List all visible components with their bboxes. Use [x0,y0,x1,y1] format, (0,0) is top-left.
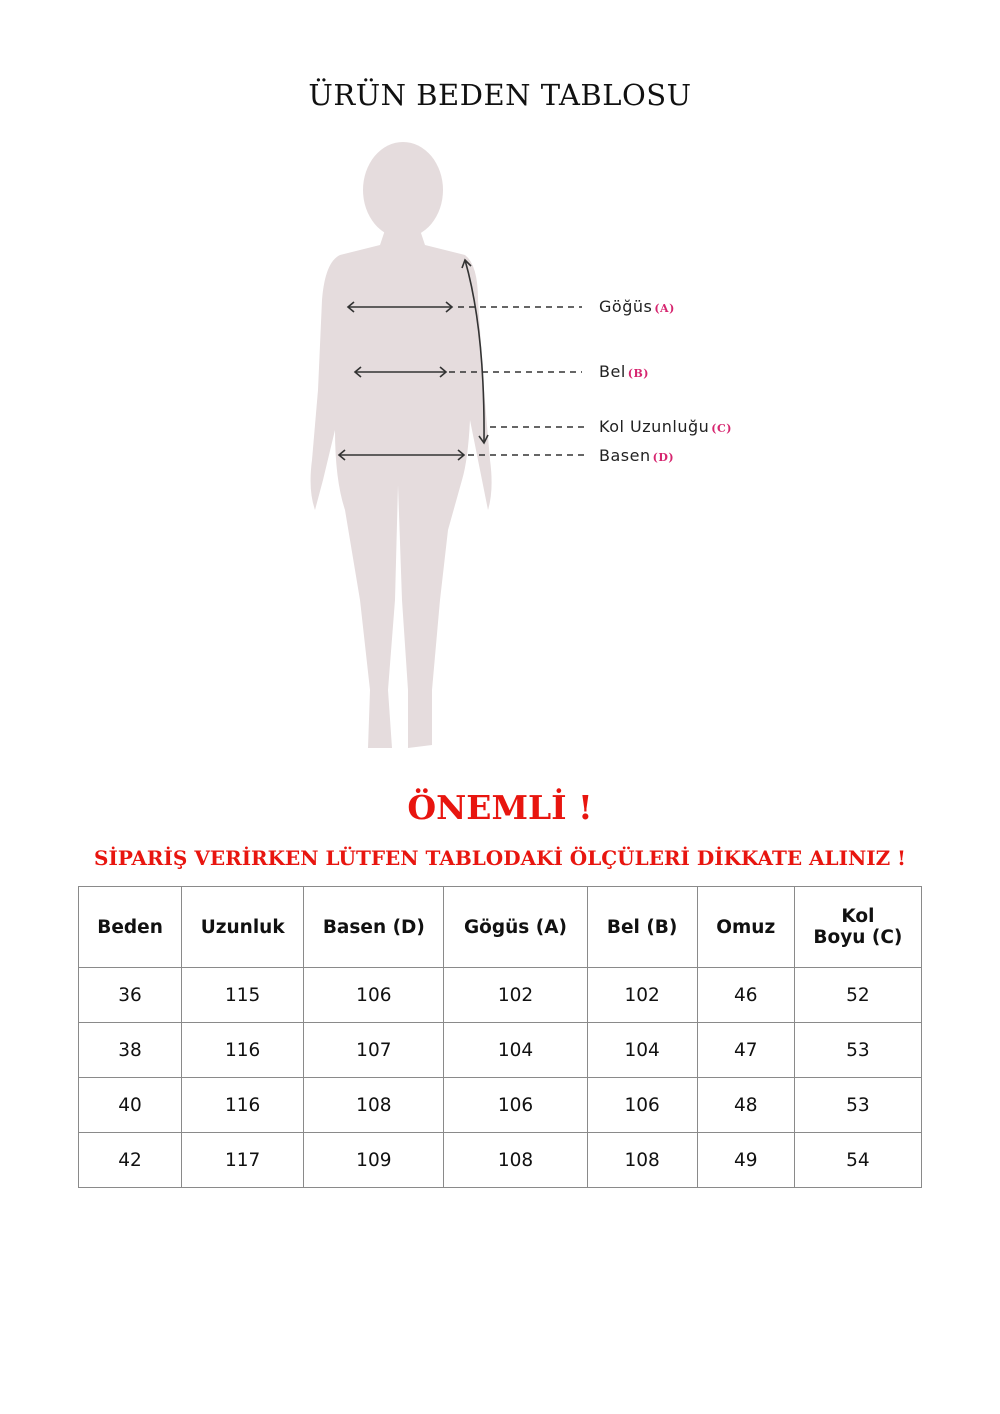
label-bel: Bel (B) [599,362,649,381]
label-code: (B) [627,367,649,380]
table-cell: 54 [793,1132,923,1188]
label-basen: Basen (D) [599,446,674,465]
label-gogus: Göğüs (A) [599,297,675,316]
table-row: 36 115 106 102 102 46 52 [77,967,923,1023]
table-cell: 36 [77,967,183,1023]
table-cell: 107 [303,1022,445,1078]
table-cell: 106 [443,1077,588,1133]
body-silhouette-figure [310,142,584,748]
table-cell: 108 [586,1132,698,1188]
label-code: (D) [652,451,675,464]
header-kol-line2: Boyu (C) [813,927,903,948]
table-cell: 38 [77,1022,183,1078]
header-kol-boyu: Kol Boyu (C) [793,886,923,968]
table-cell: 115 [181,967,305,1023]
header-beden: Beden [77,886,183,968]
label-code: (C) [711,422,732,435]
table-cell: 106 [303,967,445,1023]
table-cell: 117 [181,1132,305,1188]
table-cell: 108 [303,1077,445,1133]
dashed-leaders [449,306,584,456]
label-name: Kol Uzunluğu [599,417,710,436]
table-cell: 40 [77,1077,183,1133]
table-cell: 53 [793,1022,923,1078]
table-cell: 106 [586,1077,698,1133]
label-code: (A) [654,302,675,315]
table-row: 42 117 109 108 108 49 54 [77,1132,923,1188]
table-cell: 53 [793,1077,923,1133]
header-uzunluk: Uzunluk [181,886,305,968]
table-row: 40 116 108 106 106 48 53 [77,1077,923,1133]
label-name: Bel [599,362,626,381]
table-cell: 42 [77,1132,183,1188]
header-kol-line1: Kol [841,906,875,927]
table-cell: 102 [443,967,588,1023]
table-cell: 104 [443,1022,588,1078]
size-table: Beden Uzunluk Basen (D) Gögüs (A) Bel (B… [77,886,923,1188]
table-cell: 104 [586,1022,698,1078]
header-gogus: Gögüs (A) [443,886,588,968]
table-cell: 116 [181,1022,305,1078]
label-name: Basen [599,446,651,465]
page-title: ÜRÜN BEDEN TABLOSU [308,78,692,112]
header-basen: Basen (D) [303,886,445,968]
silhouette [310,142,492,748]
table-row: 38 116 107 104 104 47 53 [77,1022,923,1078]
table-cell: 47 [696,1022,795,1078]
table-cell: 48 [696,1077,795,1133]
label-name: Göğüs [599,297,653,316]
order-notice: SİPARİŞ VERİRKEN LÜTFEN TABLODAKİ ÖLÇÜLE… [94,846,906,870]
measurement-arrows [337,258,489,461]
header-omuz: Omuz [696,886,795,968]
label-kol-uzunlugu: Kol Uzunluğu (C) [599,417,732,436]
table-cell: 109 [303,1132,445,1188]
header-bel: Bel (B) [586,886,698,968]
table-cell: 49 [696,1132,795,1188]
table-cell: 116 [181,1077,305,1133]
table-cell: 108 [443,1132,588,1188]
table-cell: 52 [793,967,923,1023]
table-header-row: Beden Uzunluk Basen (D) Gögüs (A) Bel (B… [77,886,923,968]
table-cell: 46 [696,967,795,1023]
important-heading: ÖNEMLİ ! [407,788,593,827]
table-cell: 102 [586,967,698,1023]
